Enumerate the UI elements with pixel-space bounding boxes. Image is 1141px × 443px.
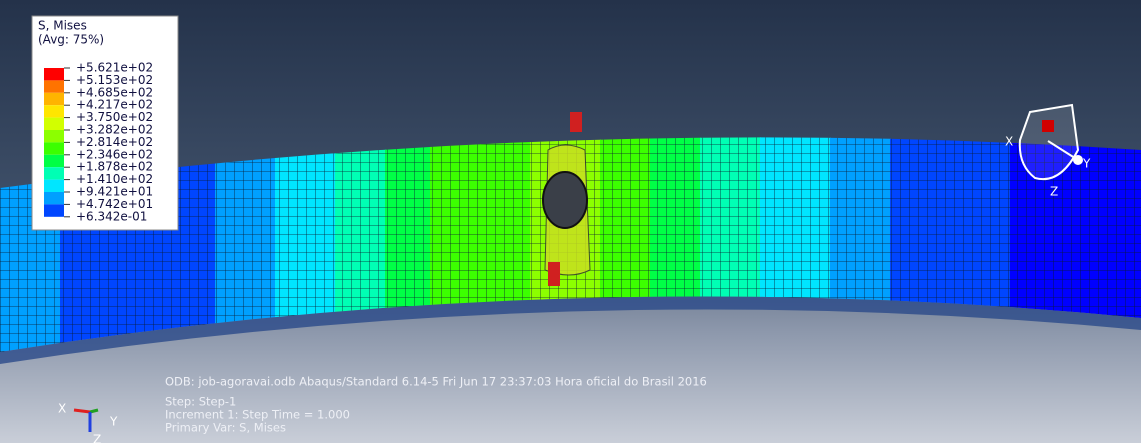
legend-swatch — [44, 167, 64, 179]
triad-y — [90, 410, 98, 412]
legend-swatch — [44, 180, 64, 192]
triad-x-label: X — [58, 402, 66, 416]
legend-swatch — [44, 68, 64, 80]
hole — [543, 172, 587, 228]
legend-swatch — [44, 118, 64, 130]
legend-swatch — [44, 80, 64, 92]
cube-knob — [1073, 155, 1083, 165]
cube-z-label: Z — [1050, 185, 1058, 199]
cube-face — [1042, 120, 1054, 132]
triad-y-label: Y — [109, 415, 118, 429]
step-line: Step: Step-1 — [165, 395, 236, 409]
page: {"legend": {"title": "S, Mises", "subtit… — [0, 0, 1141, 443]
cube-y-label: Y — [1082, 157, 1091, 171]
primary-line: Primary Var: S, Mises — [165, 421, 286, 435]
hot-spot — [570, 112, 582, 132]
cube-x-label: X — [1005, 135, 1013, 149]
legend-swatch — [44, 93, 64, 105]
legend-swatch — [44, 130, 64, 142]
legend-subtitle: (Avg: 75%) — [38, 33, 104, 47]
legend-swatch — [44, 142, 64, 154]
viewport: S, Mises (Avg: 75%) +5.621e+02+5.153e+02… — [0, 0, 1141, 443]
legend-swatch — [44, 105, 64, 117]
increment-line: Increment 1: Step Time = 1.000 — [165, 408, 350, 422]
triad-z-label: Z — [93, 433, 101, 443]
hot-spot — [548, 262, 560, 286]
legend-title: S, Mises — [38, 19, 87, 33]
triad-x — [74, 410, 90, 412]
legend-label: +6.342e-01 — [76, 209, 147, 223]
legend-swatch — [44, 192, 64, 204]
odb-line: ODB: job-agoravai.odb Abaqus/Standard 6.… — [165, 375, 707, 389]
legend-swatch — [44, 204, 64, 216]
legend-swatch — [44, 155, 64, 167]
